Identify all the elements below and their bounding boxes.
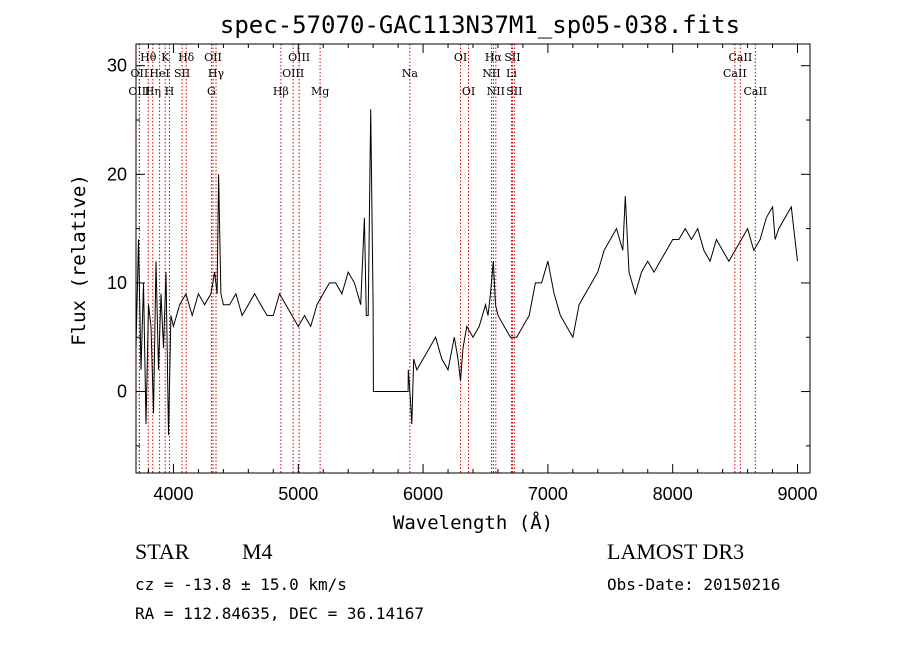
- marker-label-6: H: [165, 85, 175, 98]
- x-tick-label-4: 8000: [653, 484, 693, 504]
- marker-label-23: SII: [504, 51, 520, 64]
- marker-label-26: CaII: [729, 51, 753, 64]
- obs-date-text: Obs-Date: 20150216: [607, 575, 781, 594]
- marker-label-18: OI: [462, 85, 475, 98]
- marker-label-17: OI: [454, 51, 467, 64]
- marker-label-13: OIII: [282, 67, 304, 80]
- marker-label-24: SII: [506, 85, 522, 98]
- object-class: STAR: [135, 539, 190, 564]
- x-tick-label-2: 6000: [403, 484, 443, 504]
- y-tick-label-3: 30: [107, 56, 127, 76]
- chart-title: spec-57070-GAC113N37M1_sp05-038.fits: [220, 11, 740, 39]
- x-tick-label-1: 5000: [278, 484, 318, 504]
- marker-label-8: Hδ: [178, 51, 195, 64]
- marker-label-27: CaII: [743, 85, 767, 98]
- marker-label-19: NII: [482, 67, 500, 80]
- marker-labels: OII OIII Hθ Hη HeI K H SII Hδ OII G Hγ Hβ OIII OIII Mg N…: [128, 51, 767, 98]
- y-tick-label-2: 20: [107, 164, 127, 184]
- y-axis: 0 10 20 30: [107, 56, 810, 447]
- object-subclass: M4: [242, 539, 273, 564]
- marker-label-1: OIII: [128, 85, 150, 98]
- marker-label-25: CaII: [723, 67, 747, 80]
- survey-name: LAMOST DR3: [607, 539, 745, 564]
- marker-label-11: Hγ: [208, 67, 225, 80]
- x-axis: 4000 5000 6000 7000 8000 9000: [147, 44, 818, 504]
- x-axis-label: Wavelength (Å): [393, 511, 553, 534]
- marker-label-16: Na: [402, 67, 419, 80]
- y-tick-label-0: 0: [117, 382, 127, 402]
- spectrum-chart: spec-57070-GAC113N37M1_sp05-038.fits OII…: [68, 11, 818, 534]
- marker-label-12: Hβ: [273, 85, 289, 98]
- marker-label-9: OII: [204, 51, 222, 64]
- marker-label-5: K: [161, 51, 170, 64]
- x-tick-label-3: 7000: [528, 484, 568, 504]
- marker-label-10: G: [207, 85, 216, 98]
- marker-lines: [138, 44, 756, 473]
- marker-label-0: OII: [131, 67, 149, 80]
- marker-label-2: Hθ: [140, 51, 157, 64]
- marker-label-14: OIII: [288, 51, 310, 64]
- marker-label-22: Li: [506, 67, 517, 80]
- marker-label-3: Hη: [145, 85, 161, 98]
- marker-label-21: NII: [487, 85, 505, 98]
- x-tick-label-0: 4000: [153, 484, 193, 504]
- x-tick-label-5: 9000: [777, 484, 817, 504]
- marker-label-15: Mg: [311, 85, 329, 98]
- y-tick-label-1: 10: [107, 273, 127, 293]
- redshift-text: cz = -13.8 ± 15.0 km/s: [135, 575, 347, 594]
- marker-label-4: HeI: [149, 67, 169, 80]
- spectrum-line: [135, 109, 798, 436]
- marker-label-20: Hα: [485, 51, 503, 64]
- marker-label-7: SII: [174, 67, 190, 80]
- coordinates-text: RA = 112.84635, DEC = 36.14167: [135, 604, 424, 623]
- y-axis-label: Flux (relative): [68, 174, 90, 346]
